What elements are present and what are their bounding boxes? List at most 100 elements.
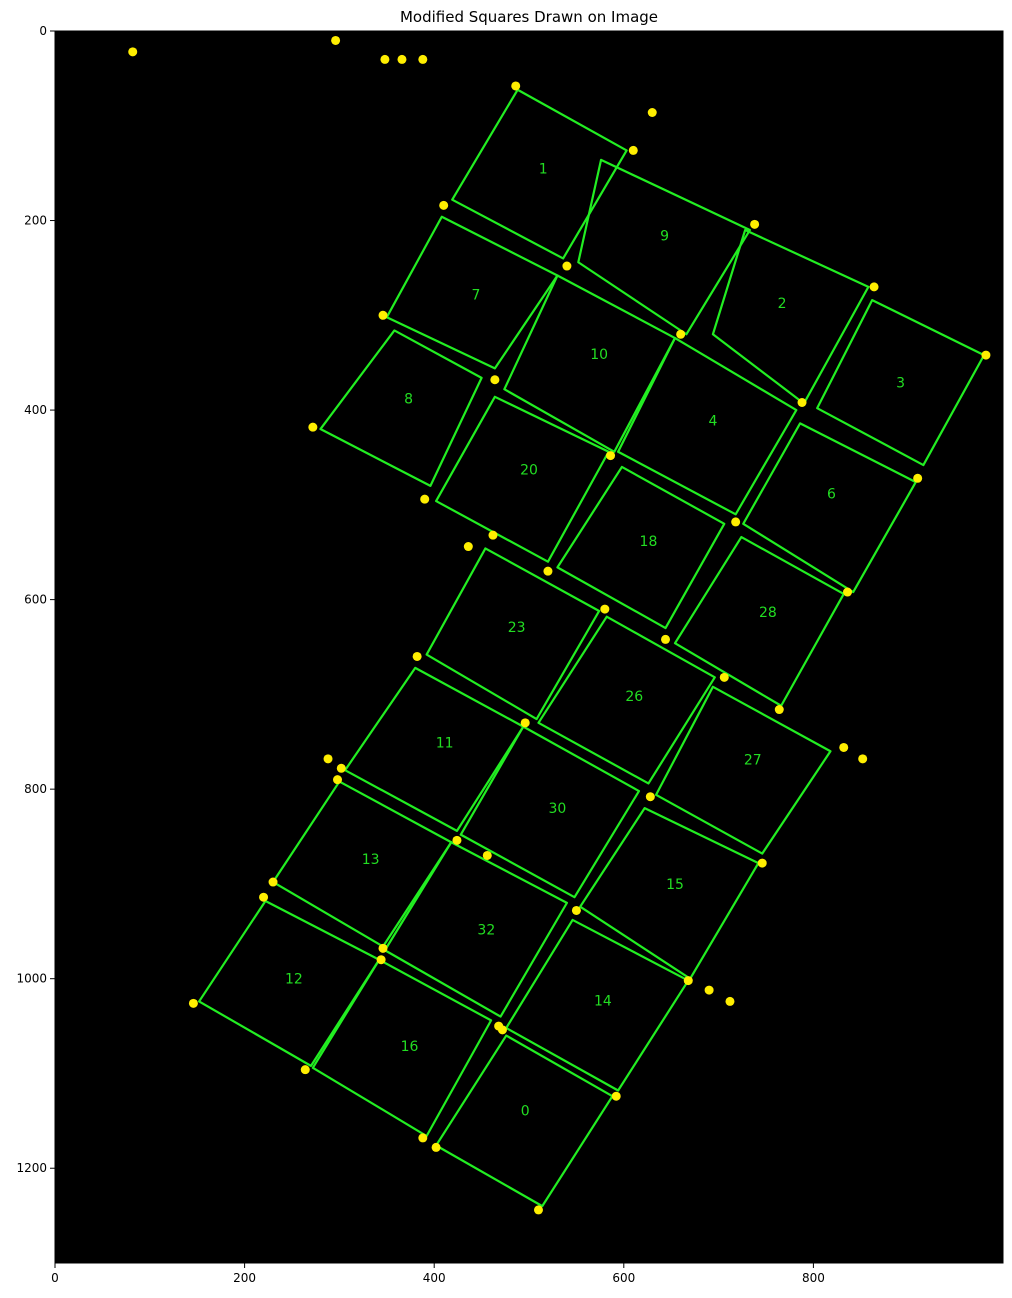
- square-outline: [577, 158, 751, 336]
- y-tick-label: 600: [24, 593, 47, 607]
- corner-point: [420, 494, 430, 504]
- corner-point: [452, 835, 462, 845]
- corner-point: [913, 473, 923, 483]
- square-label: 1: [539, 161, 548, 177]
- square-label: 7: [471, 287, 480, 303]
- corner-point: [661, 634, 671, 644]
- square-outline: [556, 465, 726, 630]
- square-label: 20: [520, 463, 538, 479]
- corner-point: [412, 651, 422, 661]
- square-label: 13: [362, 852, 380, 868]
- image-background: [55, 31, 1003, 1263]
- square-label: 30: [549, 801, 567, 817]
- square-label: 9: [660, 229, 669, 245]
- square-outline: [459, 725, 641, 899]
- corner-point: [797, 397, 807, 407]
- square-label: 14: [594, 993, 612, 1009]
- square-outline: [451, 88, 628, 260]
- corner-point: [645, 792, 655, 802]
- square-outline: [319, 329, 483, 487]
- square-outline: [503, 274, 677, 453]
- square-label: 27: [744, 753, 762, 769]
- corner-point: [611, 1091, 621, 1101]
- corner-point: [418, 54, 428, 64]
- corner-point: [431, 1142, 441, 1152]
- corner-point: [511, 81, 521, 91]
- square-label: 0: [521, 1103, 530, 1119]
- square-outline: [343, 666, 525, 832]
- square-label: 6: [827, 486, 836, 502]
- corner-point: [543, 566, 553, 576]
- square-outline: [197, 899, 381, 1067]
- square-label: 2: [778, 296, 787, 312]
- axes-frame: [54, 30, 1004, 1264]
- corner-point: [731, 517, 741, 527]
- corner-point: [843, 587, 853, 597]
- x-tick-label: 600: [612, 1271, 635, 1285]
- y-tick-label: 1200: [16, 1161, 47, 1175]
- corner-point: [533, 1205, 543, 1215]
- corner-point: [497, 1025, 507, 1035]
- corner-point: [336, 763, 346, 773]
- square-outline: [742, 422, 917, 594]
- square-label: 18: [640, 534, 658, 550]
- corner-point: [418, 1133, 428, 1143]
- corner-point: [628, 145, 638, 155]
- square-outline: [434, 395, 610, 563]
- corner-point: [378, 310, 388, 320]
- square-outline: [425, 547, 601, 721]
- corner-point: [268, 877, 278, 887]
- corner-point: [259, 892, 269, 902]
- square-outline: [617, 336, 798, 516]
- corner-point: [463, 542, 473, 552]
- corner-point: [308, 422, 318, 432]
- square-label: 26: [625, 689, 643, 705]
- chart-title: Modified Squares Drawn on Image: [400, 8, 658, 26]
- corner-point: [676, 329, 686, 339]
- corner-point: [562, 261, 572, 271]
- corner-point: [858, 754, 868, 764]
- corner-point: [757, 858, 767, 868]
- square-label: 32: [477, 922, 495, 938]
- corner-point: [376, 955, 386, 965]
- corner-point: [869, 282, 879, 292]
- square-label: 3: [896, 376, 905, 392]
- y-tick-label: 200: [24, 214, 47, 228]
- square-label: 23: [508, 620, 526, 636]
- corner-point: [839, 742, 849, 752]
- x-tick-label: 400: [423, 1271, 446, 1285]
- square-label: 12: [285, 972, 303, 988]
- x-tick-label: 0: [51, 1271, 59, 1285]
- square-outline: [505, 918, 690, 1092]
- corner-point: [725, 996, 735, 1006]
- corner-point: [981, 350, 991, 360]
- corner-point: [323, 754, 333, 764]
- corner-point: [482, 850, 492, 860]
- square-label: 11: [436, 736, 454, 752]
- corner-point: [704, 985, 714, 995]
- square-label: 4: [708, 413, 717, 429]
- y-tick-label: 1000: [16, 972, 47, 986]
- square-outline: [654, 685, 832, 855]
- x-tick-label: 800: [802, 1271, 825, 1285]
- square-label: 15: [666, 877, 684, 893]
- corner-point: [774, 705, 784, 715]
- corner-point: [750, 219, 760, 229]
- corner-point: [520, 718, 530, 728]
- corner-point: [600, 604, 610, 614]
- corner-point: [128, 47, 138, 57]
- corner-point: [439, 200, 449, 210]
- corner-point: [188, 998, 198, 1008]
- y-tick-label: 800: [24, 782, 47, 796]
- square-outline: [537, 615, 716, 785]
- corner-point: [378, 943, 388, 953]
- corner-point: [331, 35, 341, 45]
- y-tick-label: 400: [24, 403, 47, 417]
- corner-point: [488, 530, 498, 540]
- corner-point: [397, 54, 407, 64]
- square-label: 8: [404, 392, 413, 408]
- y-tick-label: 0: [39, 24, 47, 38]
- x-tick-label: 200: [233, 1271, 256, 1285]
